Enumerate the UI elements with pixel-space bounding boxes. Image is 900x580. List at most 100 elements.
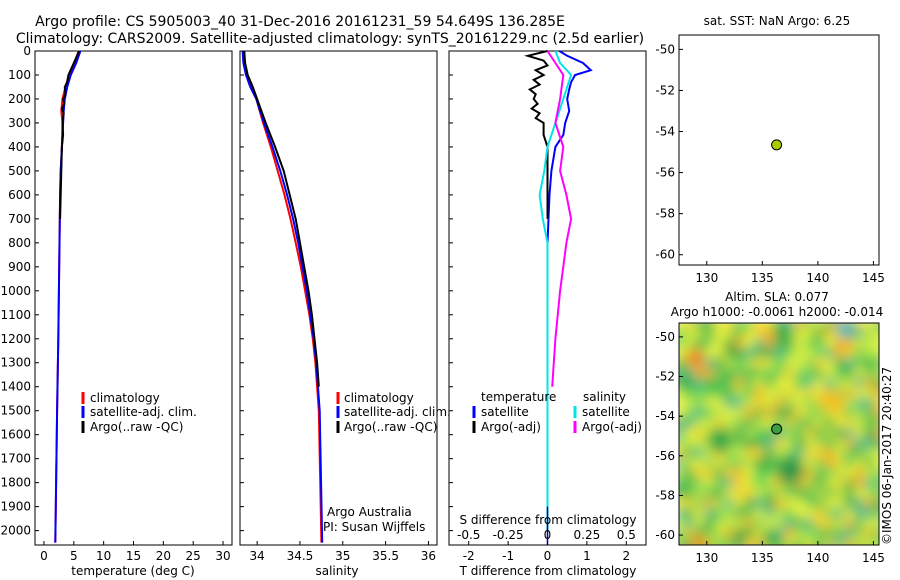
sla-heatmap-cell xyxy=(714,408,726,420)
sla-heatmap-cell xyxy=(694,458,706,470)
sla-heatmap-cell xyxy=(734,378,746,390)
sla-heatmap-cell xyxy=(774,548,786,560)
sla-heatmap-cell xyxy=(784,528,796,540)
sla-heatmap-cell xyxy=(764,458,776,470)
sla-heatmap-cell xyxy=(704,328,716,340)
sla-heatmap-cell xyxy=(784,538,796,545)
sla-heatmap-cell xyxy=(679,468,686,480)
sla-heatmap-cell xyxy=(734,388,746,400)
sla-heatmap-cell xyxy=(679,438,686,450)
sla-heatmap-cell xyxy=(774,328,786,340)
sla-heatmap-cell xyxy=(844,408,856,420)
sla-heatmap-cell xyxy=(844,478,856,490)
sla-heatmap-cell xyxy=(854,358,866,370)
sla-heatmap-cell xyxy=(824,448,836,460)
sla-heatmap-cell xyxy=(684,408,696,420)
sla-heatmap-cell xyxy=(864,368,876,380)
sla-heatmap-cell xyxy=(854,448,866,460)
sla-heatmap-cell xyxy=(864,448,876,460)
sla-heatmap-cell xyxy=(734,508,746,520)
sla-heatmap-cell xyxy=(804,528,816,540)
sla-heatmap-cell xyxy=(864,408,876,420)
longitude-tick-label: 135 xyxy=(751,271,774,285)
sla-heatmap-cell xyxy=(784,398,796,410)
sla-heatmap-cell xyxy=(854,408,866,420)
sla-heatmap-cell xyxy=(834,478,846,490)
sla-heatmap-cell xyxy=(744,398,756,410)
sla-heatmap-cell xyxy=(714,348,726,360)
sla-heatmap-cell xyxy=(724,528,736,540)
sla-heatmap-cell xyxy=(794,518,806,530)
sla-heatmap-cell xyxy=(814,448,826,460)
sla-heatmap-cell xyxy=(834,368,846,380)
sla-heatmap-cell xyxy=(794,388,806,400)
sla-heatmap-cell xyxy=(874,408,879,420)
sla-heatmap-cell xyxy=(684,323,696,330)
sla-heatmap-cell xyxy=(794,338,806,350)
sla-heatmap-cell xyxy=(764,468,776,480)
sla-heatmap-cell xyxy=(774,358,786,370)
sla-heatmap-cell xyxy=(854,518,866,530)
figure-title-line1: Argo profile: CS 5905003_40 31-Dec-2016 … xyxy=(35,14,565,30)
sla-heatmap-cell xyxy=(874,448,879,460)
sla-heatmap-cell xyxy=(714,323,726,330)
sla-heatmap-cell xyxy=(784,518,796,530)
sla-heatmap-cell xyxy=(794,498,806,510)
sla-heatmap-cell xyxy=(684,338,696,350)
sla-heatmap-cell xyxy=(864,398,876,410)
sla-heatmap-cell xyxy=(864,418,876,430)
sla-heatmap-cell xyxy=(824,528,836,540)
sla-heatmap-cell xyxy=(784,438,796,450)
sla-heatmap-cell xyxy=(794,548,806,560)
legend-label-satellite: satellite-adj. clim. xyxy=(90,405,197,419)
sla-heatmap-cell xyxy=(854,478,866,490)
legend-label-argo: Argo(..raw -QC) xyxy=(344,420,437,434)
sla-heatmap-cell xyxy=(804,418,816,430)
sla-heatmap-cell xyxy=(834,408,846,420)
sla-heatmap-cell xyxy=(794,528,806,540)
sla-heatmap-cell xyxy=(764,528,776,540)
sla-heatmap-cell xyxy=(774,398,786,410)
salinity-tick-label: 34.5 xyxy=(287,549,314,563)
sla-heatmap-cell xyxy=(854,538,866,545)
imos-timestamp: ©IMOS 06-Jan-2017 20:40:27 xyxy=(880,367,894,545)
depth-tick-label: 1200 xyxy=(0,332,31,346)
sla-heatmap-cell xyxy=(804,388,816,400)
legend-title-temperature: temperature xyxy=(481,390,556,404)
salinity-panel-frame xyxy=(239,50,438,546)
series-line-argo xyxy=(59,50,81,219)
sla-heatmap-cell xyxy=(804,328,816,340)
sla-heatmap-cell xyxy=(804,508,816,520)
sla-heatmap-cell xyxy=(814,328,826,340)
depth-tick-label: 1600 xyxy=(0,428,31,442)
sla-heatmap-cell xyxy=(834,378,846,390)
salinity-legend: climatology satellite-adj. clim. Argo(..… xyxy=(336,391,451,434)
sla-heatmap-cell xyxy=(754,438,766,450)
sla-heatmap-cell xyxy=(704,338,716,350)
sla-heatmap-cell xyxy=(724,508,736,520)
sla-heatmap-cell xyxy=(744,488,756,500)
sla-heatmap-cell xyxy=(714,478,726,490)
sla-heatmap-cell xyxy=(774,438,786,450)
sla-heatmap-cell xyxy=(794,328,806,340)
legend-label-climatology: climatology xyxy=(344,391,414,405)
sla-heatmap-cell xyxy=(834,548,846,560)
sla-heatmap-cell xyxy=(814,348,826,360)
sla-heatmap-cell xyxy=(874,538,879,545)
sla-heatmap-cell xyxy=(784,408,796,420)
sla-heatmap-cell xyxy=(744,508,756,520)
sla-heatmap-cell xyxy=(854,338,866,350)
sla-heatmap-cell xyxy=(679,348,686,360)
sla-heatmap-cell xyxy=(854,508,866,520)
sla-heatmap-cell xyxy=(784,338,796,350)
sla-map-title-line2: Argo h1000: -0.0061 h2000: -0.014 xyxy=(671,305,884,319)
sla-heatmap-cell xyxy=(704,498,716,510)
sla-heatmap-cell xyxy=(874,323,879,330)
sla-heatmap-cell xyxy=(694,488,706,500)
sla-heatmap-cell xyxy=(734,548,746,560)
sla-heatmap-cell xyxy=(764,408,776,420)
sla-heatmap-cell xyxy=(834,338,846,350)
sla-heatmap-cell xyxy=(864,458,876,470)
sla-heatmap-cell xyxy=(814,428,826,440)
sla-heatmap-cell xyxy=(724,358,736,370)
